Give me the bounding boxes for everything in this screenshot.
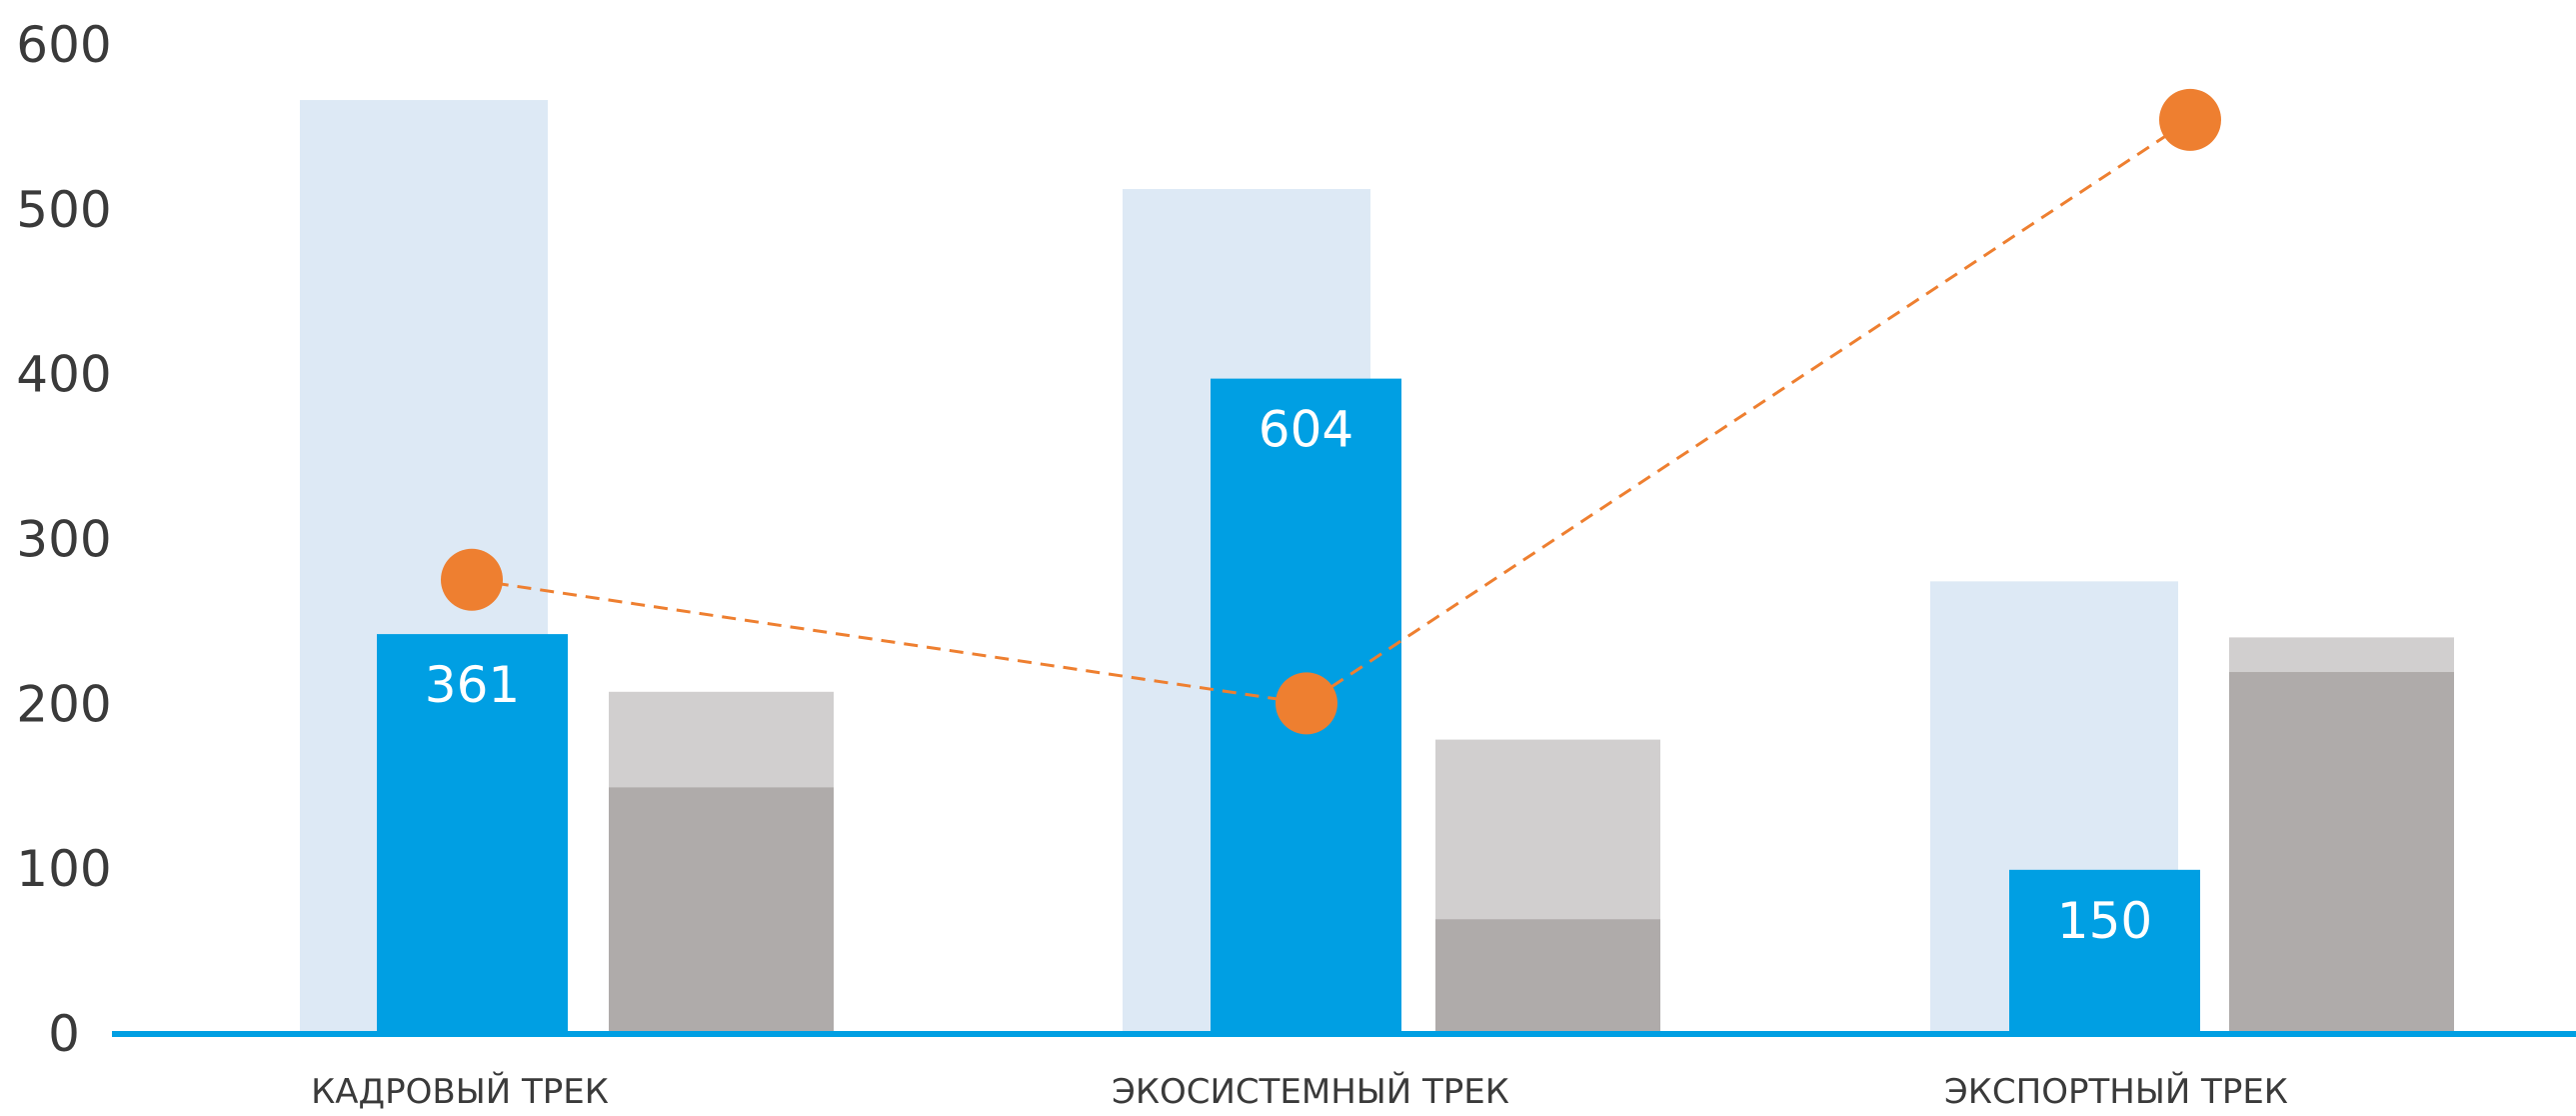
category-label: ЭКСПОРТНЫЙ ТРЕК (1944, 1071, 2288, 1111)
y-tick-label: 0 (48, 1005, 80, 1063)
line-series (471, 118, 2191, 705)
y-tick-label: 500 (16, 181, 111, 239)
y-tick-label: 200 (16, 675, 111, 733)
data-label: 361 (425, 656, 520, 714)
axis-layer (112, 1031, 2576, 1037)
main-bar (377, 634, 568, 1033)
category-label: КАДРОВЫЙ ТРЕК (311, 1071, 609, 1111)
y-tick-label: 300 (16, 511, 111, 569)
line-marker (1276, 672, 1337, 735)
line-marker (441, 548, 503, 611)
data-label: 150 (2057, 892, 2152, 950)
bars-layer (300, 100, 2454, 1033)
category-label: ЭКОСИСТЕМНЫЙ ТРЕК (1112, 1071, 1509, 1111)
labels-layer: 361 КАДРОВЫЙ ТРЕК 604 ЭКОСИСТЕМНЫЙ ТРЕК 150 Э… (16, 16, 2288, 1112)
stacked-bar-base (1435, 919, 1660, 1033)
y-tick-label: 100 (16, 840, 111, 898)
stacked-bar-base (609, 787, 834, 1033)
stacked-bar-base (2229, 672, 2454, 1033)
x-axis-line (112, 1031, 2576, 1037)
y-tick-label: 600 (16, 16, 111, 74)
line-layer (441, 88, 2221, 735)
main-bar (2009, 869, 2200, 1033)
y-tick-label: 400 (16, 346, 111, 404)
line-marker (2159, 88, 2221, 151)
data-label: 604 (1259, 401, 1353, 459)
